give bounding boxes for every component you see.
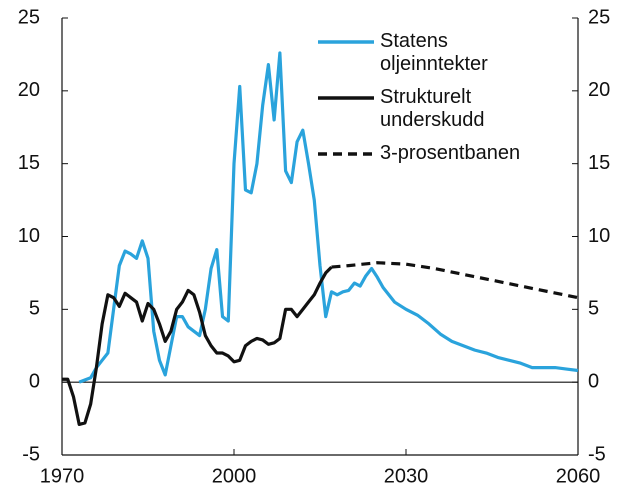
x-tick-label: 2060	[556, 465, 601, 487]
legend-label: Statens oljeinntekter	[380, 30, 488, 75]
y-tick-label: 15	[18, 152, 40, 174]
series-line	[331, 261, 579, 300]
x-tick-label: 2030	[384, 465, 429, 487]
x-tick-label: 1970	[40, 465, 85, 487]
legend-swatch	[318, 152, 374, 156]
series-line	[62, 265, 333, 427]
x-tick-label: 2000	[212, 465, 257, 487]
y-tick-label: 0	[29, 370, 40, 392]
legend: Statens oljeinntekter Strukturelt undersk…	[316, 30, 556, 176]
legend-label: 3-prosentbanen	[380, 142, 521, 164]
y-tick-label: -5	[22, 443, 40, 465]
y-tick-label: 10	[18, 225, 40, 247]
legend-item: 3-prosentbanen	[316, 142, 556, 166]
legend-label: Strukturelt underskudd	[380, 86, 485, 131]
y-tick-label: 5	[29, 298, 40, 320]
y2-tick-label: 5	[588, 298, 599, 320]
y2-tick-label: 15	[588, 152, 610, 174]
y2-tick-label: 0	[588, 370, 599, 392]
y2-tick-label: 20	[588, 79, 610, 101]
y-tick-label: 25	[18, 6, 40, 28]
y2-tick-label: -5	[588, 443, 606, 465]
legend-swatch	[318, 40, 374, 44]
y-tick-label: 20	[18, 79, 40, 101]
legend-item: Statens oljeinntekter	[316, 30, 556, 76]
y2-tick-label: 25	[588, 6, 610, 28]
legend-swatch	[318, 96, 374, 100]
legend-item: Strukturelt underskudd	[316, 86, 556, 132]
y2-tick-label: 10	[588, 225, 610, 247]
